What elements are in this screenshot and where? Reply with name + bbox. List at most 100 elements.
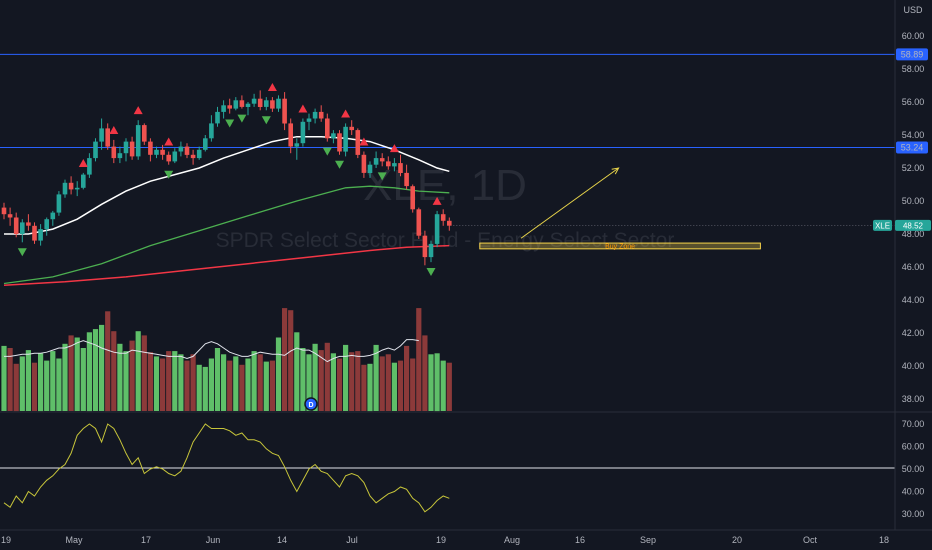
candle[interactable] [349,120,354,135]
volume-bar [123,351,129,411]
candle[interactable] [447,217,452,231]
candle[interactable] [434,210,440,248]
projection-arrow[interactable] [520,167,620,239]
candles[interactable] [1,90,452,266]
candle[interactable] [355,128,361,159]
candle[interactable] [245,102,251,116]
candle-body [215,111,220,124]
candle[interactable] [428,240,434,263]
candle[interactable] [367,161,373,178]
candle[interactable] [422,230,428,266]
candle[interactable] [20,219,25,243]
candle[interactable] [404,164,409,190]
volume-bar [221,354,227,411]
candle-body [331,133,336,139]
candle[interactable] [288,118,293,154]
candle[interactable] [13,212,19,238]
rsi-tick-label: 50.00 [902,464,925,474]
candle[interactable] [26,214,31,231]
candle[interactable] [62,179,68,198]
candle[interactable] [410,184,415,213]
candle[interactable] [257,90,263,111]
candle[interactable] [105,123,110,150]
candle[interactable] [343,123,348,157]
candle[interactable] [373,151,379,169]
candle[interactable] [99,118,104,150]
candle[interactable] [184,143,190,159]
candle[interactable] [392,158,397,172]
candle[interactable] [227,98,232,114]
candle[interactable] [203,135,208,152]
candle[interactable] [148,138,153,162]
candle[interactable] [282,92,287,131]
candle[interactable] [68,176,74,195]
watermark-title: XLE, 1D [363,161,527,210]
candle[interactable] [416,207,422,239]
candle[interactable] [178,141,184,157]
candle[interactable] [270,97,275,112]
candle[interactable] [215,106,220,127]
candle[interactable] [312,108,318,124]
candle[interactable] [379,153,385,167]
candle[interactable] [160,144,165,160]
candle[interactable] [154,146,159,159]
candle[interactable] [117,146,123,164]
time-tick-label: Sep [640,535,656,545]
candle[interactable] [38,224,43,246]
buy-zone[interactable]: Buy Zone [479,242,761,250]
time-tick-label: 19 [1,535,11,545]
candle-body [379,158,385,162]
volume-bar [74,337,80,411]
candle[interactable] [209,115,214,142]
candle[interactable] [32,222,37,244]
candle[interactable] [166,151,171,165]
candle[interactable] [142,123,147,145]
candle[interactable] [56,191,62,216]
candle[interactable] [50,210,56,226]
candle[interactable] [135,120,141,160]
candle[interactable] [294,138,300,160]
candle[interactable] [239,95,245,109]
candle[interactable] [361,151,367,178]
candle[interactable] [7,207,13,226]
candle[interactable] [318,105,324,122]
candle[interactable] [172,148,178,164]
buy-zone-rect[interactable] [479,242,761,250]
dividend-marker[interactable]: D [304,397,318,411]
volume-bars [1,308,452,412]
sell-marker [164,137,174,146]
candle[interactable] [93,138,98,162]
volume-bar [251,351,257,411]
volume-bar [349,352,355,411]
candle[interactable] [386,156,391,170]
candle[interactable] [398,154,403,177]
candle[interactable] [264,97,269,111]
candle[interactable] [196,146,202,160]
candle[interactable] [1,202,7,220]
candle[interactable] [306,113,312,131]
candle[interactable] [331,130,336,144]
candle[interactable] [87,153,92,178]
candle[interactable] [325,113,330,142]
candle[interactable] [337,130,342,155]
candle[interactable] [111,139,117,164]
candle[interactable] [190,149,196,165]
candle[interactable] [233,97,239,111]
candle[interactable] [44,217,49,236]
candle[interactable] [300,118,306,147]
candle-body [68,182,74,190]
candle[interactable] [74,181,80,197]
candle[interactable] [123,138,129,162]
candle[interactable] [129,136,135,160]
projection-arrow-line[interactable] [520,167,619,239]
candle[interactable] [440,209,446,226]
candle[interactable] [221,100,226,119]
candle[interactable] [276,95,281,112]
candle-body [209,123,214,139]
candle[interactable] [81,172,86,190]
volume-bar [355,351,361,411]
candle-body [367,164,373,173]
candle[interactable] [251,93,257,107]
candle-body [87,158,92,175]
